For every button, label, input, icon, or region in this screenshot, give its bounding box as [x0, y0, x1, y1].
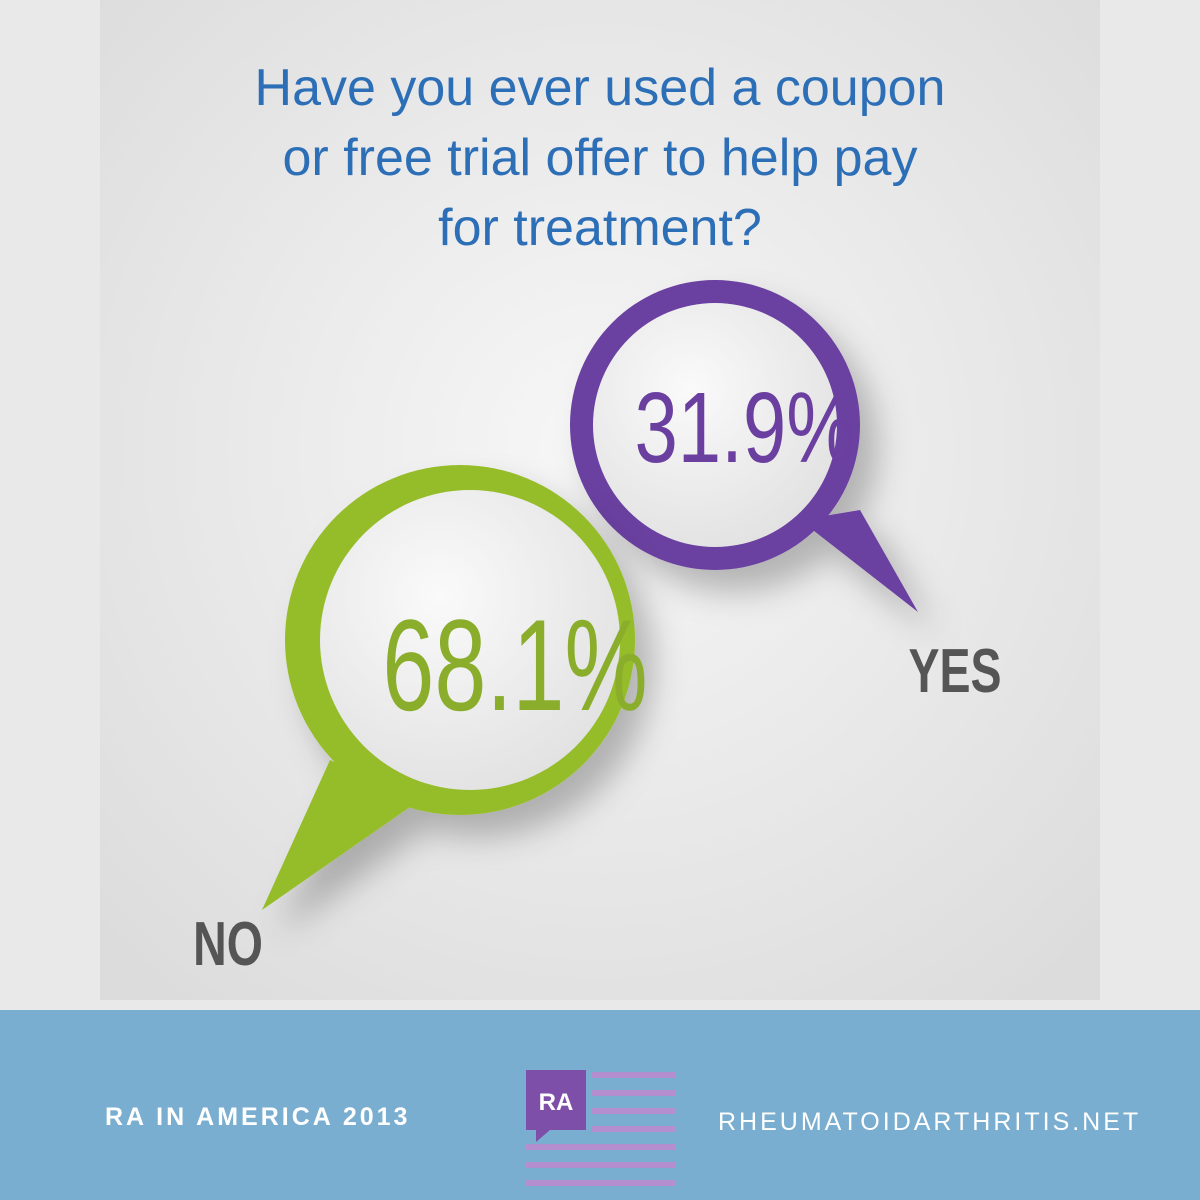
question: Have you ever used a coupon or free tria… — [255, 59, 946, 257]
no-label: NO — [193, 908, 263, 978]
question-line: or free trial offer to help pay — [283, 129, 918, 187]
no-value: 68.1% — [382, 593, 647, 739]
question-line: Have you ever used a coupon — [255, 59, 946, 117]
question-line: for treatment? — [438, 199, 762, 257]
logo-text: RA — [539, 1089, 574, 1116]
yes-face — [593, 303, 837, 547]
yes-label: YES — [908, 635, 1001, 705]
no-face — [320, 490, 620, 790]
footer — [0, 1010, 1200, 1200]
logo: RA — [526, 1070, 675, 1186]
yes-tail — [800, 510, 918, 612]
no-tail — [262, 760, 420, 910]
footer-right: RHEUMATOIDARTHRITIS.NET — [718, 1108, 1141, 1136]
yes-bubble — [570, 280, 918, 612]
no-bubble — [262, 465, 635, 910]
footer-left: RA IN AMERICA 2013 — [105, 1103, 410, 1131]
yes-value: 31.9% — [634, 373, 855, 485]
